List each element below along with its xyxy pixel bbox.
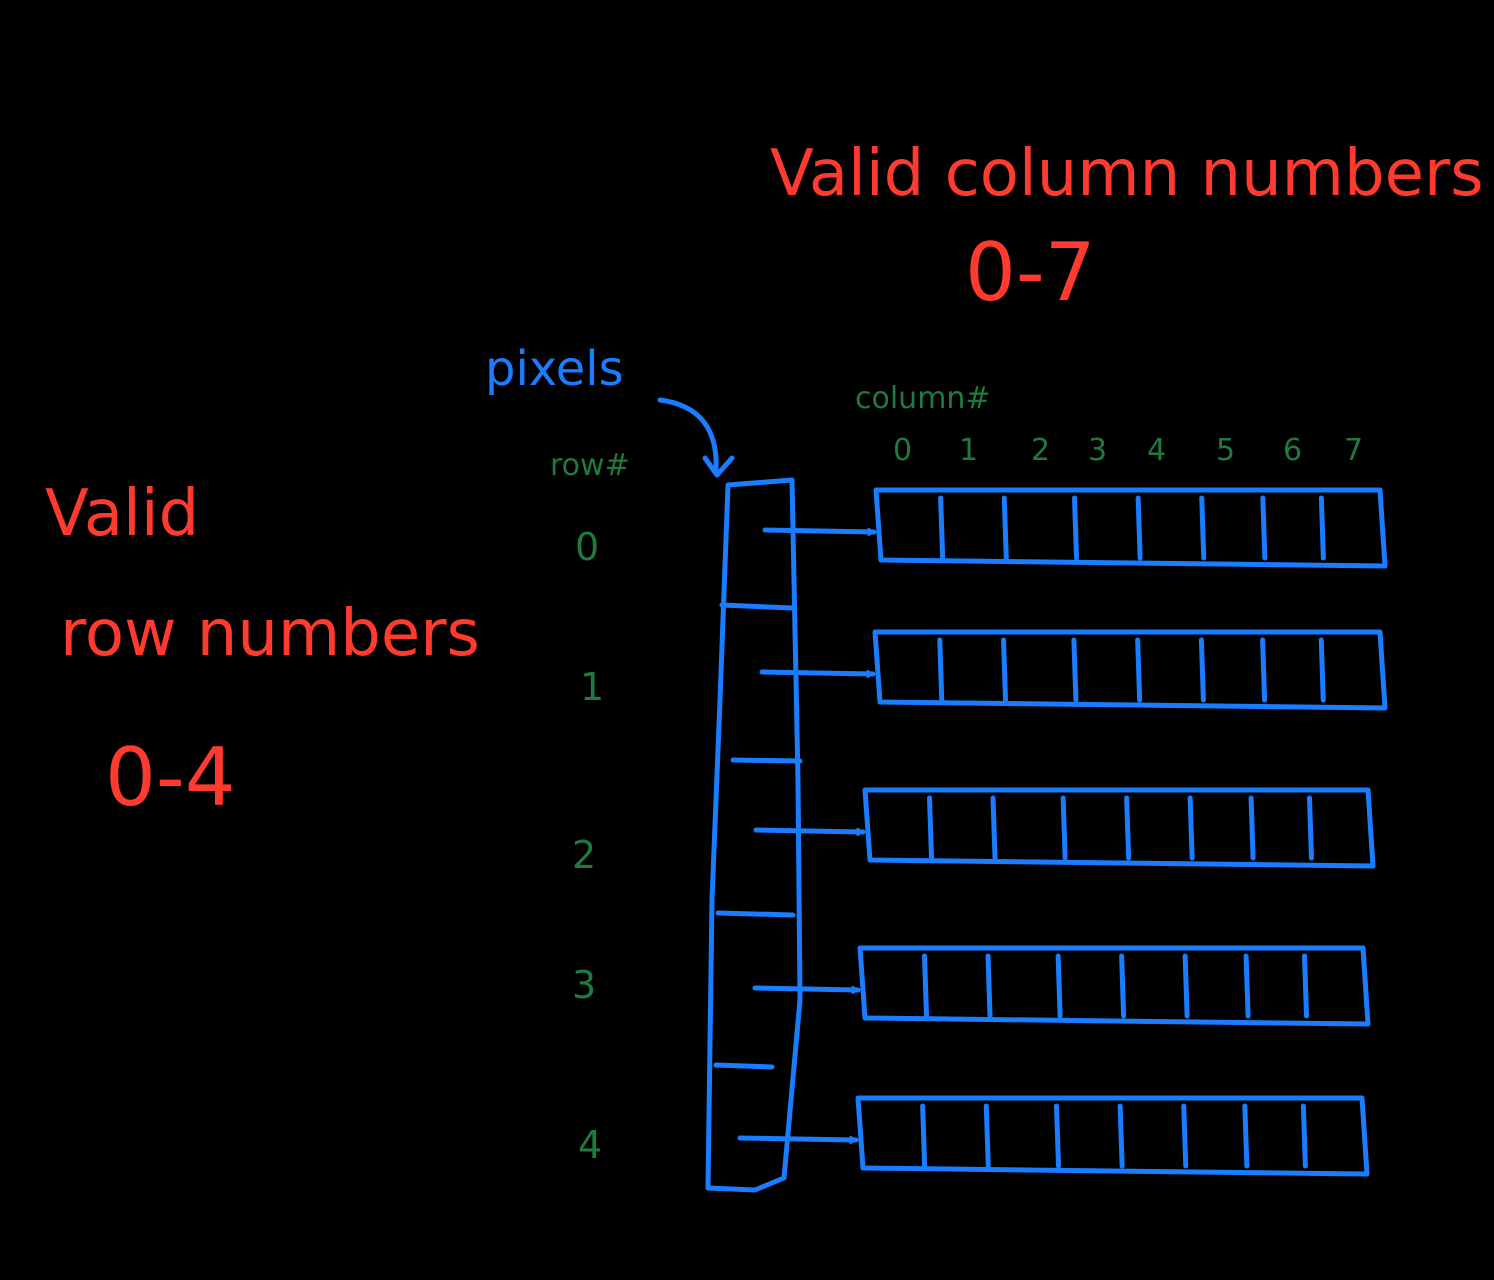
column-number-2: 2 [1031, 433, 1050, 468]
cell-divider [1072, 495, 1080, 561]
cell-divider [1242, 1103, 1250, 1169]
column-number-3: 3 [1088, 433, 1107, 468]
cell-divider [1055, 953, 1063, 1019]
row-pointer-arrow [737, 1135, 859, 1140]
row-pointer-arrow [753, 827, 866, 832]
row-array-2 [753, 787, 1376, 869]
row-array-3 [752, 945, 1371, 1027]
cell-divider [1318, 637, 1326, 703]
row-pointer-arrow [762, 527, 877, 532]
cell-divider [1001, 637, 1009, 703]
cell-divider [1199, 495, 1207, 561]
column-number-5: 5 [1216, 433, 1235, 468]
column-number-7: 7 [1344, 433, 1363, 468]
cell-divider [985, 953, 993, 1019]
cell-divider [1260, 495, 1268, 561]
row-heading-range: 0-4 [105, 731, 236, 824]
row-array-outline [873, 487, 1388, 569]
cell-divider [1318, 495, 1326, 561]
column-heading-range: 0-7 [965, 226, 1096, 319]
column-axis-label: column# [855, 381, 991, 416]
row-pointer-arrow [752, 985, 861, 990]
cell-divider [920, 1103, 928, 1169]
cell-divider [1001, 495, 1009, 561]
column-number-labels: 0 1 2 3 4 5 6 7 [893, 433, 1363, 468]
cell-divider [1248, 795, 1256, 861]
cell-divider [1117, 1103, 1125, 1169]
cell-divider [1071, 637, 1079, 703]
cell-divider [1300, 1103, 1308, 1169]
row-array-outline [872, 629, 1388, 711]
row-array-1 [759, 629, 1388, 711]
pointer-cell-divider [713, 1062, 775, 1070]
cell-divider [983, 1103, 991, 1169]
row-array-0 [762, 487, 1388, 569]
row-number-labels: 0 1 2 3 4 [572, 525, 604, 1167]
row-array-4 [737, 1095, 1370, 1177]
column-number-1: 1 [959, 433, 978, 468]
pointer-array [705, 477, 803, 1193]
cell-divider [1119, 953, 1127, 1019]
cell-divider [922, 953, 930, 1019]
cell-divider [1198, 637, 1206, 703]
cell-divider [1135, 495, 1143, 561]
row-number-4: 4 [578, 1123, 602, 1167]
cell-divider [1302, 953, 1309, 1019]
column-number-4: 4 [1147, 433, 1166, 468]
cell-divider [1054, 1103, 1062, 1169]
column-number-0: 0 [893, 433, 912, 468]
row-axis-label: row# [550, 448, 630, 483]
cell-divider [937, 637, 945, 703]
cell-divider [990, 795, 998, 861]
row-array-outline [862, 787, 1376, 869]
pointer-cell-divider [730, 757, 803, 764]
row-number-1: 1 [580, 665, 604, 709]
cell-divider [1060, 795, 1068, 861]
row-array-outline [857, 945, 1371, 1027]
row-number-2: 2 [572, 833, 596, 877]
cell-divider [938, 495, 946, 561]
column-heading-title: Valid column numbers [770, 137, 1484, 211]
cell-divider [1307, 795, 1314, 861]
pixels-pointer-arrowhead [702, 455, 735, 478]
row-number-3: 3 [572, 963, 596, 1007]
pointer-cell-divider [719, 602, 795, 611]
row-number-0: 0 [575, 525, 599, 569]
column-number-6: 6 [1283, 433, 1302, 468]
cell-divider [1135, 637, 1143, 703]
pixels-pointer-arrow [657, 397, 719, 473]
cell-divider [1124, 795, 1132, 861]
row-arrays [737, 487, 1388, 1177]
row-pointer-arrow [759, 669, 876, 674]
cell-divider [1187, 795, 1195, 861]
row-heading-title-line2: row numbers [60, 597, 480, 671]
cell-divider [1181, 1103, 1189, 1169]
row-array-outline [855, 1095, 1370, 1177]
cell-divider [1243, 953, 1251, 1019]
pointer-cell-divider [715, 910, 796, 918]
cell-divider [927, 795, 935, 861]
row-heading-title-line1: Valid [45, 477, 199, 551]
cell-divider [1182, 953, 1190, 1019]
cell-divider [1260, 637, 1268, 703]
pixels-label: pixels [485, 341, 624, 397]
pointer-array-outline [705, 477, 803, 1193]
